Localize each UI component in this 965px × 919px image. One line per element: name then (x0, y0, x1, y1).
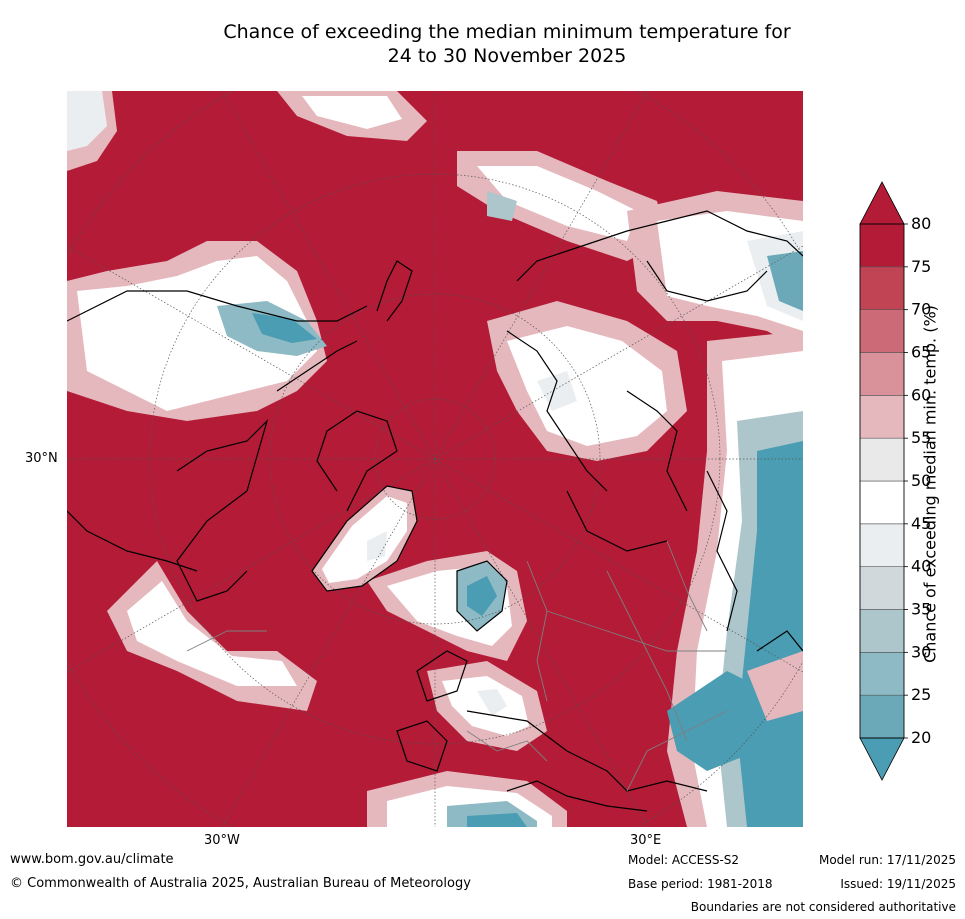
colorbar-scale: 20 25 30 35 40 45 50 55 60 65 70 75 80 (859, 181, 931, 781)
colorbar-tick-label: 30 (911, 642, 931, 661)
colorbar-tick-label: 20 (911, 728, 931, 747)
colorbar-band (859, 652, 905, 696)
colorbar-extend-low (859, 737, 905, 781)
colorbar-tick-label: 65 (911, 343, 931, 362)
colorbar-band (859, 395, 905, 439)
region-north-america-west (67, 241, 327, 421)
region-russia-central (487, 301, 687, 461)
colorbar-band (859, 352, 905, 396)
title-line-2: 24 to 30 November 2025 (387, 45, 627, 67)
copyright-text: © Commonwealth of Australia 2025, Austra… (10, 876, 471, 891)
colorbar-band (859, 266, 905, 310)
chart-title: Chance of exceeding the median minimum t… (0, 20, 965, 68)
colorbar-band (859, 437, 905, 482)
region-alaska-strip (67, 91, 117, 171)
latitude-label-30n: 30°N (25, 451, 58, 466)
colorbar-tick-label: 25 (911, 685, 931, 704)
colorbar-tick-label: 55 (911, 428, 931, 447)
colorbar-band (859, 223, 905, 268)
probability-map (67, 91, 803, 827)
colorbar-band (859, 609, 905, 653)
website-link[interactable]: www.bom.gov.au/climate (10, 852, 174, 867)
region-europe (427, 661, 547, 751)
region-north-top (277, 91, 667, 261)
longitude-label-30e: 30°E (630, 833, 662, 848)
colorbar-band (859, 480, 905, 525)
colorbar-tick-label: 45 (911, 514, 931, 533)
colorbar-label: Chance of exceeding median min. temp. (%… (920, 305, 940, 663)
colorbar-tick-label: 40 (911, 557, 931, 576)
colorbar-band (859, 566, 905, 610)
colorbar-tick-label: 50 (911, 471, 931, 490)
issued-text: Issued: 19/11/2025 (840, 877, 956, 891)
colorbar-band (859, 523, 905, 567)
graticule (67, 91, 803, 827)
base-period-text: Base period: 1981-2018 (628, 877, 773, 891)
model-text: Model: ACCESS-S2 (628, 853, 740, 867)
colorbar-tick-label: 35 (911, 600, 931, 619)
coastlines (67, 210, 803, 812)
disclaimer-text: Boundaries are not considered authoritat… (690, 900, 956, 914)
colorbar-tick-label: 80 (911, 214, 931, 233)
colorbar-band (859, 694, 905, 739)
longitude-label-30w: 30°W (204, 833, 240, 848)
colorbar-band (859, 309, 905, 353)
map-panel (67, 91, 803, 827)
colorbar-tick-label: 75 (911, 257, 931, 276)
colorbar-tick-label: 60 (911, 385, 931, 404)
title-line-1: Chance of exceeding the median minimum t… (223, 21, 791, 43)
colorbar-tick-label: 70 (911, 300, 931, 319)
colorbar-extend-high (859, 181, 905, 225)
model-run-text: Model run: 17/11/2025 (818, 853, 956, 867)
region-asia-east (627, 191, 803, 351)
colorbar: 20 25 30 35 40 45 50 55 60 65 70 75 80 (858, 180, 965, 790)
borders (186, 540, 728, 792)
region-north-africa (367, 771, 567, 827)
region-scandinavia (367, 551, 527, 661)
